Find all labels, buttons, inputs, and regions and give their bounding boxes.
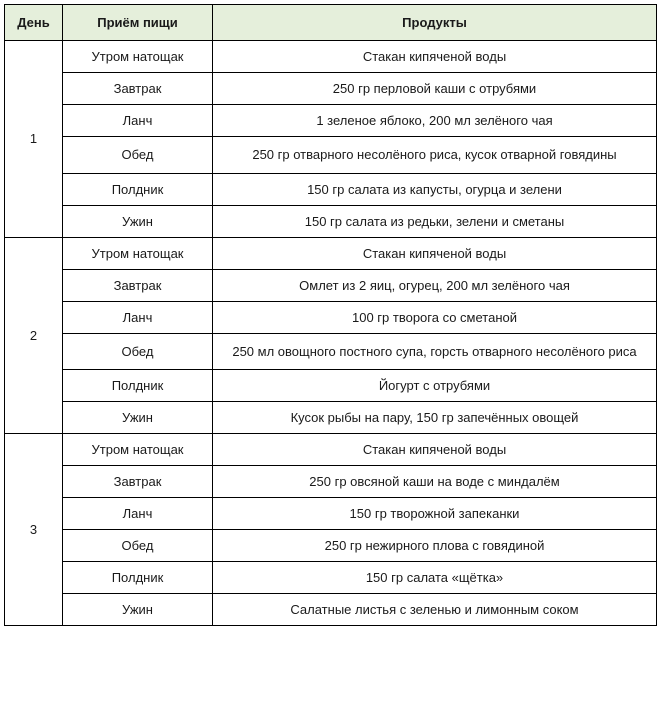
table-row: 3 Утром натощак Стакан кипяченой воды — [5, 434, 657, 466]
day-cell: 2 — [5, 237, 63, 434]
table-row: Ужин Кусок рыбы на пару, 150 гр запечённ… — [5, 402, 657, 434]
col-header-meal: Приём пищи — [63, 5, 213, 41]
food-cell: Стакан кипяченой воды — [213, 41, 657, 73]
meal-cell: Обед — [63, 137, 213, 174]
food-cell: 100 гр творога со сметаной — [213, 301, 657, 333]
table-body: 1 Утром натощак Стакан кипяченой воды За… — [5, 41, 657, 626]
meal-cell: Полдник — [63, 370, 213, 402]
meal-cell: Утром натощак — [63, 41, 213, 73]
table-header-row: День Приём пищи Продукты — [5, 5, 657, 41]
meal-cell: Завтрак — [63, 466, 213, 498]
table-row: Ужин Салатные листья с зеленью и лимонны… — [5, 594, 657, 626]
food-cell: 250 гр нежирного плова с говядиной — [213, 530, 657, 562]
food-cell: 250 гр перловой каши с отрубями — [213, 73, 657, 105]
food-cell: 150 гр салата из капусты, огурца и зелен… — [213, 173, 657, 205]
food-cell: Кусок рыбы на пару, 150 гр запечённых ов… — [213, 402, 657, 434]
table-row: Завтрак Омлет из 2 яиц, огурец, 200 мл з… — [5, 269, 657, 301]
table-row: Ланч 150 гр творожной запеканки — [5, 498, 657, 530]
food-cell: Стакан кипяченой воды — [213, 237, 657, 269]
meal-cell: Ланч — [63, 301, 213, 333]
day-cell: 1 — [5, 41, 63, 238]
col-header-day: День — [5, 5, 63, 41]
food-cell: 150 гр творожной запеканки — [213, 498, 657, 530]
food-cell: 250 гр отварного несолёного риса, кусок … — [213, 137, 657, 174]
meal-cell: Обед — [63, 530, 213, 562]
food-cell: 150 гр салата из редьки, зелени и сметан… — [213, 205, 657, 237]
meal-cell: Полдник — [63, 173, 213, 205]
table-row: Ужин 150 гр салата из редьки, зелени и с… — [5, 205, 657, 237]
table-row: Полдник 150 гр салата из капусты, огурца… — [5, 173, 657, 205]
food-cell: 150 гр салата «щётка» — [213, 562, 657, 594]
table-row: 2 Утром натощак Стакан кипяченой воды — [5, 237, 657, 269]
meal-cell: Утром натощак — [63, 434, 213, 466]
food-cell: 1 зеленое яблоко, 200 мл зелёного чая — [213, 105, 657, 137]
food-cell: Стакан кипяченой воды — [213, 434, 657, 466]
meal-cell: Завтрак — [63, 73, 213, 105]
meal-cell: Ланч — [63, 498, 213, 530]
food-cell: Омлет из 2 яиц, огурец, 200 мл зелёного … — [213, 269, 657, 301]
food-cell: 250 мл овощного постного супа, горсть от… — [213, 333, 657, 370]
food-cell: Салатные листья с зеленью и лимонным сок… — [213, 594, 657, 626]
meal-cell: Ланч — [63, 105, 213, 137]
table-row: 1 Утром натощак Стакан кипяченой воды — [5, 41, 657, 73]
table-row: Ланч 100 гр творога со сметаной — [5, 301, 657, 333]
meal-cell: Ужин — [63, 594, 213, 626]
table-row: Обед 250 гр нежирного плова с говядиной — [5, 530, 657, 562]
meal-cell: Утром натощак — [63, 237, 213, 269]
table-row: Полдник 150 гр салата «щётка» — [5, 562, 657, 594]
food-cell: 250 гр овсяной каши на воде с миндалём — [213, 466, 657, 498]
table-row: Завтрак 250 гр перловой каши с отрубями — [5, 73, 657, 105]
table-row: Завтрак 250 гр овсяной каши на воде с ми… — [5, 466, 657, 498]
food-cell: Йогурт с отрубями — [213, 370, 657, 402]
table-row: Полдник Йогурт с отрубями — [5, 370, 657, 402]
table-row: Обед 250 гр отварного несолёного риса, к… — [5, 137, 657, 174]
table-row: Обед 250 мл овощного постного супа, горс… — [5, 333, 657, 370]
meal-cell: Завтрак — [63, 269, 213, 301]
meal-cell: Полдник — [63, 562, 213, 594]
col-header-food: Продукты — [213, 5, 657, 41]
table-row: Ланч 1 зеленое яблоко, 200 мл зелёного ч… — [5, 105, 657, 137]
meal-cell: Ужин — [63, 205, 213, 237]
meal-cell: Обед — [63, 333, 213, 370]
meal-cell: Ужин — [63, 402, 213, 434]
meal-plan-table: День Приём пищи Продукты 1 Утром натощак… — [4, 4, 657, 626]
day-cell: 3 — [5, 434, 63, 626]
